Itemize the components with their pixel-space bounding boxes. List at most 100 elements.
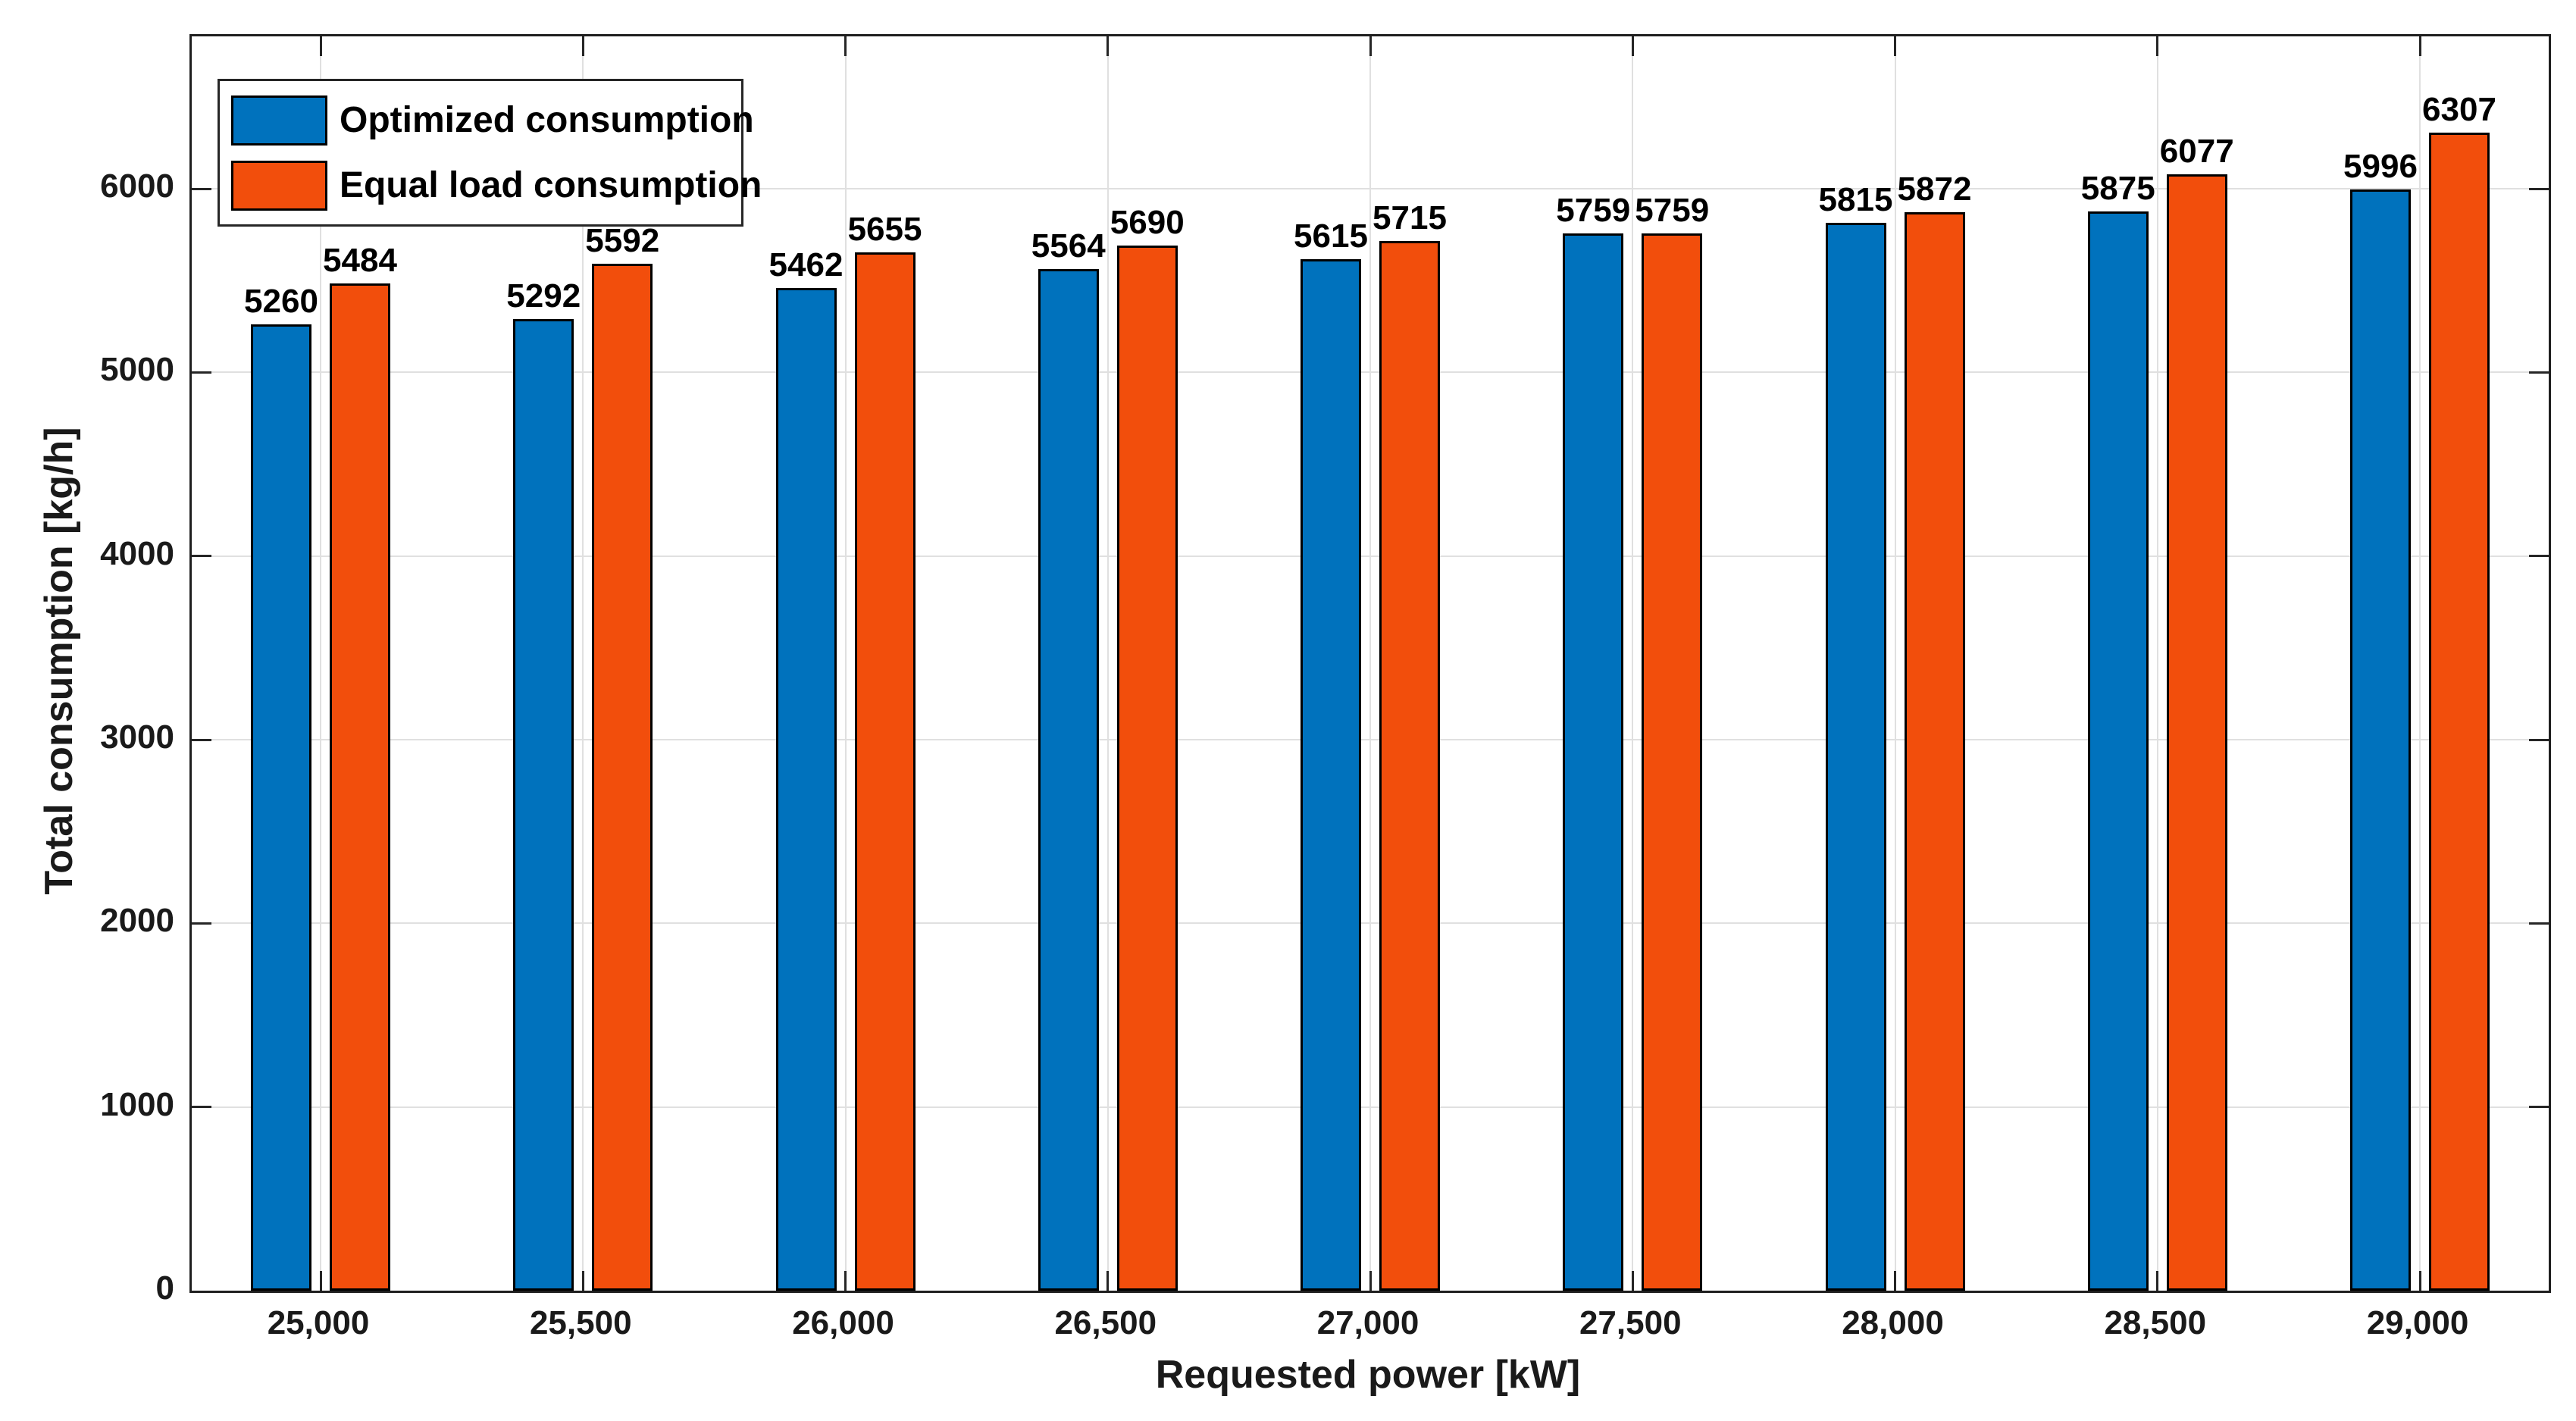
bar-value-label: 5564 [1031, 227, 1106, 264]
bar-value-label: 5759 [1635, 191, 1710, 229]
y-tick-label: 4000 [100, 534, 174, 572]
y-tick-label: 1000 [100, 1085, 174, 1123]
x-tick-bottom [1894, 1271, 1896, 1291]
bar-equal-load [1116, 246, 1178, 1291]
y-tick-left [192, 922, 211, 925]
x-tick-bottom [1369, 1271, 1372, 1291]
bar-optimized [1301, 259, 1361, 1291]
v-gridline [582, 36, 584, 1291]
bar-optimized [2350, 189, 2411, 1291]
bar-optimized [2087, 211, 2149, 1291]
bar-value-label: 5592 [585, 221, 660, 259]
bar-optimized [775, 287, 837, 1291]
y-tick-left [192, 187, 211, 190]
x-tick-bottom [2156, 1271, 2159, 1291]
x-tick-bottom [1106, 1271, 1110, 1291]
y-axis-title: Total consumption [kg/h] [37, 427, 81, 895]
x-tick-label: 25,000 [267, 1304, 370, 1341]
x-tick-top [2156, 36, 2159, 56]
v-gridline [844, 36, 847, 1291]
v-gridline [2419, 36, 2421, 1291]
x-tick-label: 27,000 [1316, 1304, 1419, 1341]
bar-equal-load [1642, 233, 1703, 1291]
bar-equal-load [330, 283, 390, 1291]
x-tick-bottom [844, 1271, 847, 1291]
y-tick-left [192, 738, 211, 741]
v-gridline [1894, 36, 1896, 1291]
bar-value-label: 5615 [1294, 218, 1368, 255]
bar-value-label: 6307 [2422, 90, 2496, 128]
bar-value-label: 5759 [1556, 191, 1631, 229]
bar-value-label: 5690 [1110, 204, 1185, 242]
x-tick-label: 28,500 [2104, 1304, 2207, 1341]
x-tick-label: 25,500 [529, 1304, 632, 1341]
y-tick-right [2529, 371, 2549, 374]
bar-value-label: 5655 [847, 210, 922, 248]
y-tick-right [2529, 555, 2549, 558]
bar-value-label: 5875 [2080, 170, 2155, 208]
plot-area: Optimized consumption Equal load consumpt… [189, 34, 2551, 1293]
y-tick-right [2529, 1106, 2549, 1109]
legend-entry-label: Equal load consumption [340, 164, 762, 205]
x-tick-top [1894, 36, 1896, 56]
bar-value-label: 5996 [2343, 148, 2418, 186]
x-axis-title: Requested power [kW] [1155, 1353, 1581, 1397]
bar-value-label: 5260 [244, 283, 318, 321]
bar-optimized [251, 324, 311, 1291]
v-gridline [1632, 36, 1634, 1291]
bar-equal-load [592, 263, 653, 1291]
bar-optimized [513, 318, 574, 1291]
y-tick-left [192, 555, 211, 558]
v-gridline [1106, 36, 1109, 1291]
v-gridline [320, 36, 321, 1291]
v-gridline [2156, 36, 2158, 1291]
x-tick-top [319, 36, 322, 56]
y-tick-label: 2000 [100, 902, 174, 940]
x-tick-label: 27,500 [1579, 1304, 1682, 1341]
bar-equal-load [1379, 241, 1440, 1291]
y-tick-left [192, 1106, 211, 1109]
bar-value-label: 5815 [1818, 180, 1893, 218]
bar-optimized [1563, 233, 1624, 1291]
x-tick-label: 28,000 [1842, 1304, 1944, 1341]
bar-value-label: 5715 [1373, 199, 1447, 237]
bar-value-label: 5292 [506, 277, 581, 315]
y-tick-label: 5000 [100, 351, 174, 389]
y-tick-right [2529, 922, 2549, 925]
legend-swatch [231, 95, 327, 146]
x-tick-bottom [581, 1271, 584, 1291]
x-tick-top [844, 36, 847, 56]
x-tick-top [2418, 36, 2421, 56]
y-tick-right [2529, 187, 2549, 190]
v-gridline [1369, 36, 1371, 1291]
bar-equal-load [1904, 212, 1965, 1291]
bar-value-label: 5872 [1897, 171, 1972, 208]
legend-entry-label: Optimized consumption [340, 99, 754, 140]
y-tick-label: 0 [155, 1269, 174, 1307]
legend: Optimized consumption Equal load consumpt… [218, 79, 762, 227]
legend-row: Equal load consumption [231, 160, 762, 211]
bar-equal-load [2166, 174, 2227, 1291]
bar-value-label: 5462 [768, 246, 844, 283]
x-tick-top [1106, 36, 1110, 56]
x-tick-top [1631, 36, 1634, 56]
x-tick-label: 26,000 [792, 1304, 894, 1341]
y-tick-left [192, 371, 211, 374]
y-tick-label: 3000 [100, 718, 174, 756]
x-tick-label: 29,000 [2366, 1304, 2469, 1341]
bar-equal-load [2429, 132, 2490, 1291]
x-tick-bottom [319, 1271, 322, 1291]
y-tick-right [2529, 738, 2549, 741]
x-tick-label: 26,500 [1054, 1304, 1157, 1341]
x-tick-bottom [2418, 1271, 2421, 1291]
bar-equal-load [854, 252, 916, 1291]
x-tick-bottom [1631, 1271, 1634, 1291]
x-tick-top [1369, 36, 1372, 56]
legend-row: Optimized consumption [231, 95, 754, 146]
bar-value-label: 6077 [2159, 133, 2234, 171]
legend-swatch [231, 160, 327, 211]
bar-optimized [1038, 268, 1099, 1291]
x-tick-top [581, 36, 584, 56]
bar-value-label: 5484 [323, 242, 397, 280]
